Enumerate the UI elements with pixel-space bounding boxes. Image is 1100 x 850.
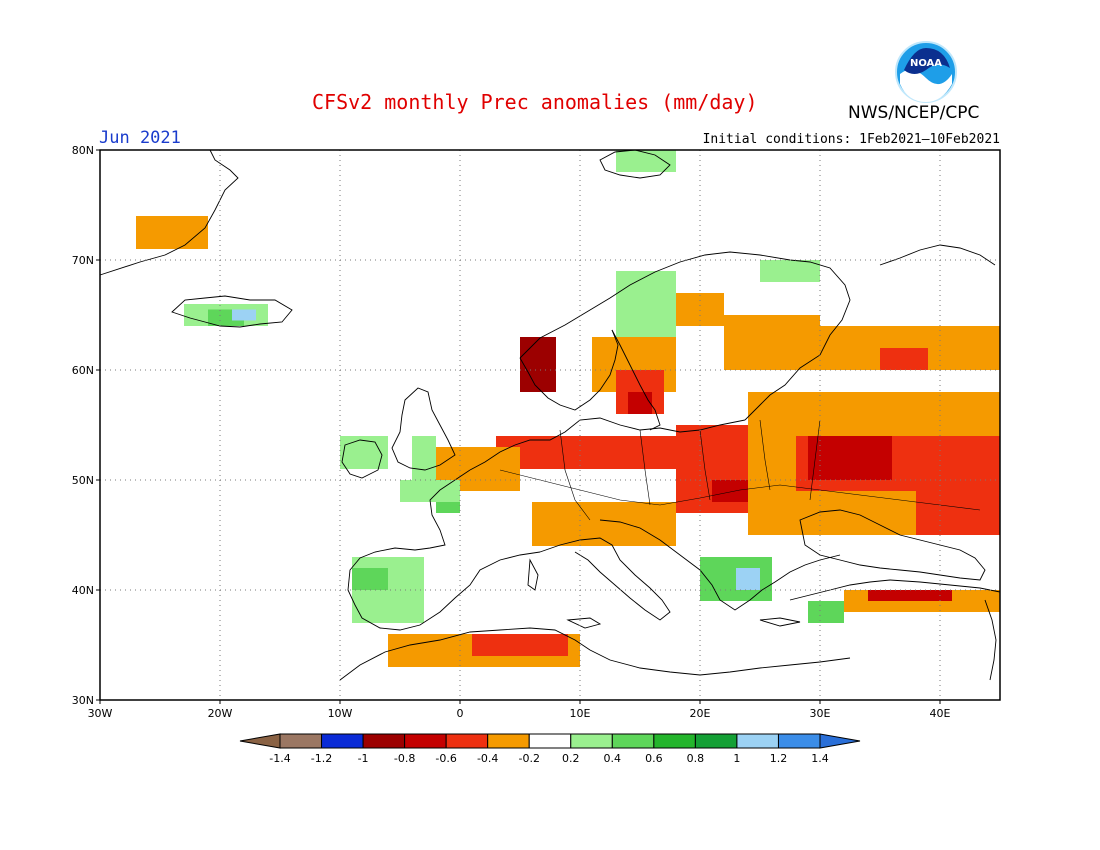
colorbar-swatch <box>570 733 613 749</box>
coastline-greenland <box>99 149 239 276</box>
anomaly-region <box>808 436 892 480</box>
coastline-svalbard <box>599 149 671 179</box>
anomaly-region <box>616 271 676 337</box>
coastline-north-africa <box>339 627 851 681</box>
coastline-caspian <box>984 599 997 681</box>
coastline-france-iberia <box>347 469 541 631</box>
anomaly-region <box>412 436 436 480</box>
colorbar-label: 0.8 <box>687 752 705 765</box>
colorbar-label: -0.8 <box>394 752 415 765</box>
lon-label: 10W <box>328 707 353 720</box>
anomaly-region <box>616 150 676 172</box>
colorbar-label: 1.2 <box>770 752 788 765</box>
anomaly-region <box>232 309 256 321</box>
anomaly-region <box>472 634 568 656</box>
colorbar-swatch <box>404 733 447 749</box>
anomaly-region <box>532 502 676 546</box>
coastline-novaya <box>879 244 996 266</box>
coastline-turkey <box>789 579 1001 601</box>
lat-label: 50N <box>72 474 94 487</box>
lat-labels: 80N 70N 60N 50N 40N 30N <box>72 144 100 707</box>
initial-conditions-label: Initial conditions: 1Feb2021–10Feb2021 <box>702 132 1000 147</box>
lon-label: 10E <box>570 707 591 720</box>
anomaly-region <box>676 293 724 326</box>
colorbar-label: -0.2 <box>518 752 539 765</box>
colorbar-swatch <box>653 733 696 749</box>
colorbar-label: 0.2 <box>562 752 580 765</box>
noaa-logo: NOAA <box>895 41 957 103</box>
colorbar-arrow-right <box>819 733 861 749</box>
coastline-italy <box>539 537 671 621</box>
chart-title: CFSv2 monthly Prec anomalies (mm/day) <box>312 90 758 114</box>
anomaly-region <box>436 502 460 513</box>
coastline-ireland <box>341 439 383 479</box>
anomaly-region <box>808 601 844 623</box>
lon-labels: 30W 20W 10W 0 10E 20E 30E 40E <box>88 700 951 720</box>
colorbar-label: 1.4 <box>811 752 829 765</box>
coastline-adriatic-balkans <box>599 519 841 611</box>
lon-label: 20W <box>208 707 233 720</box>
anomaly-region <box>868 590 952 601</box>
anomaly-region <box>736 568 760 590</box>
colorbar-label: -0.6 <box>435 752 456 765</box>
lat-label: 80N <box>72 144 94 157</box>
coastline-britain <box>391 387 456 471</box>
lon-label: 0 <box>457 707 464 720</box>
coastline-scandinavia <box>519 251 851 421</box>
colorbar-swatch <box>736 733 779 749</box>
anomaly-region <box>760 260 820 282</box>
colorbar-swatch <box>362 733 406 749</box>
anomaly-region <box>400 480 460 502</box>
colorbar-label: 0.6 <box>645 752 663 765</box>
anomaly-region <box>352 568 388 590</box>
colorbar-label: -1.2 <box>311 752 332 765</box>
anomaly-region <box>520 337 556 392</box>
anomaly-region <box>496 436 676 469</box>
map-frame <box>99 149 1001 701</box>
colorbar-arrow-left <box>239 733 281 749</box>
colorbar-swatch <box>321 733 364 749</box>
lon-label: 30E <box>810 707 831 720</box>
forecast-month-label: Jun 2021 <box>99 128 181 148</box>
lat-label: 40N <box>72 584 94 597</box>
coastline-sweden-baltic <box>611 329 661 431</box>
coastline-black-sea <box>799 509 986 581</box>
coastline-norway-south <box>519 329 619 411</box>
anomaly-region <box>136 216 208 249</box>
border-sample-2 <box>559 419 821 521</box>
lon-label: 20E <box>690 707 711 720</box>
colorbar-label: -1 <box>358 752 369 765</box>
anomaly-region <box>880 348 928 370</box>
lon-label: 40E <box>930 707 951 720</box>
anomaly-region <box>628 392 652 414</box>
colorbar-swatch <box>694 733 738 749</box>
colorbar-swatch <box>777 733 821 749</box>
lat-label: 70N <box>72 254 94 267</box>
lon-label: 30W <box>88 707 113 720</box>
anomaly-region <box>724 315 820 370</box>
anomaly-layer <box>136 150 1000 667</box>
lat-label: 60N <box>72 364 94 377</box>
coastline-iceland <box>171 295 293 328</box>
colorbar-label: -1.4 <box>269 752 290 765</box>
colorbar-swatch <box>528 733 572 749</box>
colorbar-label: 1 <box>733 752 740 765</box>
colorbar-swatch <box>487 733 530 749</box>
coastline-layer <box>99 149 1001 681</box>
colorbar: -1.4 -1.2 -1 -0.8 -0.6 -0.4 -0.2 0.2 0.4 0.6 0.8 1 1… <box>239 733 861 765</box>
organization-label: NWS/NCEP/CPC <box>848 103 980 123</box>
logo-text: NOAA <box>910 58 942 69</box>
colorbar-swatch <box>445 733 489 749</box>
colorbar-label: -0.4 <box>477 752 498 765</box>
colorbar-swatch <box>279 733 323 749</box>
colorbar-label: 0.4 <box>604 752 622 765</box>
colorbar-swatch <box>611 733 655 749</box>
grid-layer <box>100 150 1000 700</box>
lat-label: 30N <box>72 694 94 707</box>
anomaly-region <box>916 491 1000 535</box>
coastline-continent-north <box>469 417 746 471</box>
